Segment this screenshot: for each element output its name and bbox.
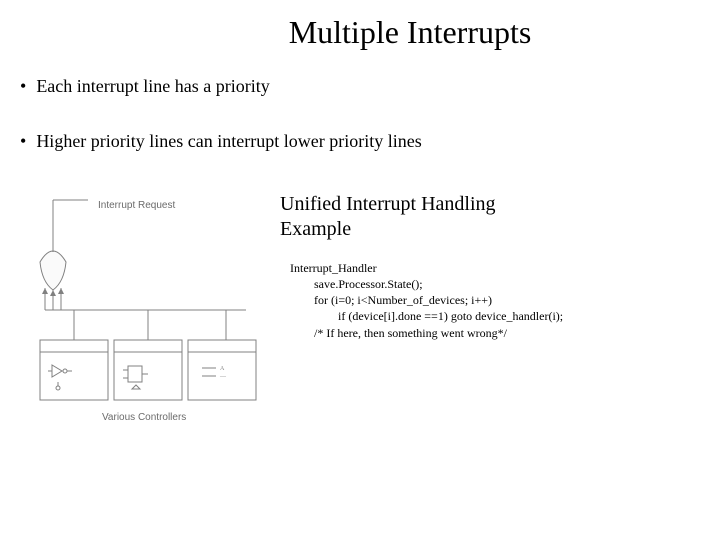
bullet-item: • Higher priority lines can interrupt lo… [20,130,720,153]
or-gate-icon [40,251,66,290]
bullet-list: • Each interrupt line has a priority • H… [0,75,720,154]
bullet-item: • Each interrupt line has a priority [20,75,720,98]
code-line: if (device[i].done ==1) goto device_hand… [290,308,563,324]
subtitle-line: Unified Interrupt Handling [280,193,496,215]
bullet-text: Each interrupt line has a priority [36,75,269,98]
example-area: Interrupt Request [0,186,720,475]
various-controllers-label: Various Controllers [102,412,186,423]
controller-box [114,340,182,400]
controller-box [40,340,108,400]
interrupt-diagram: Interrupt Request [28,190,268,470]
example-subtitle: Unified Interrupt Handling Example [280,192,563,242]
slide-title: Multiple Interrupts [0,0,720,75]
code-line: Interrupt_Handler [290,260,563,276]
controller-box: A — [188,340,256,400]
code-block: Interrupt_Handler save.Processor.State()… [280,260,563,341]
diagram-column: Interrupt Request [28,190,268,475]
subtitle-line: Example [280,218,351,240]
svg-text:A: A [220,366,225,372]
interrupt-request-label: Interrupt Request [98,200,175,211]
bullet-marker-icon: • [20,130,26,153]
bullet-text: Higher priority lines can interrupt lowe… [36,130,421,153]
svg-text:—: — [219,374,227,380]
bullet-marker-icon: • [20,75,26,98]
code-line: for (i=0; i<Number_of_devices; i++) [290,292,563,308]
code-line: /* If here, then something went wrong*/ [290,325,563,341]
code-line: save.Processor.State(); [290,276,563,292]
example-text-column: Unified Interrupt Handling Example Inter… [268,190,563,475]
